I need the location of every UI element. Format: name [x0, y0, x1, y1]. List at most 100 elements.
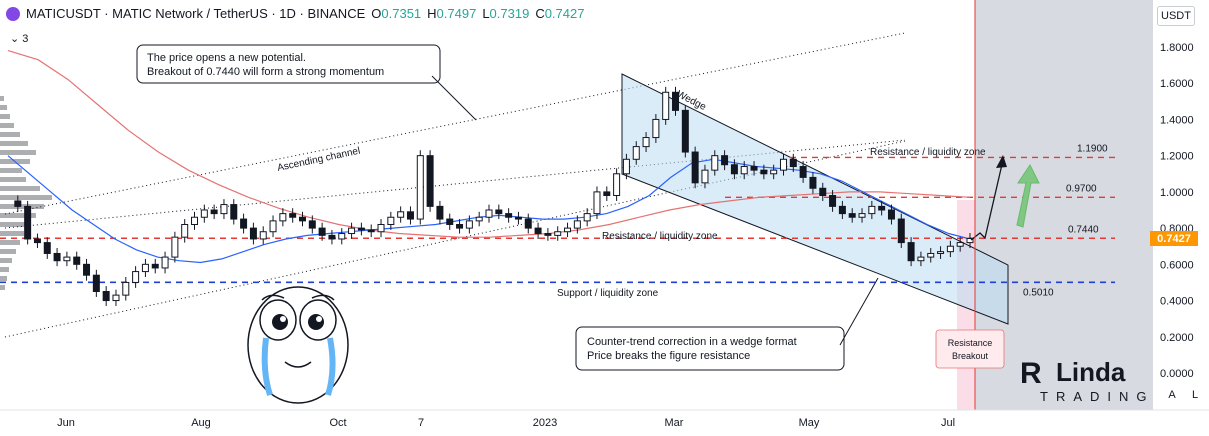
candle-down [328, 234, 336, 240]
callout-top-pointer [431, 75, 477, 121]
candle-down [514, 216, 522, 220]
candle-down [357, 227, 365, 231]
price-axis[interactable]: 1.80001.60001.40001.20001.00000.80000.60… [1160, 42, 1194, 380]
candle-up [711, 155, 719, 171]
price-tick-label: 1.6000 [1160, 78, 1194, 90]
candle-down [829, 195, 837, 207]
candle-up [269, 220, 277, 233]
candle-up [122, 281, 130, 296]
projection-arrowhead [996, 155, 1007, 168]
price-tick-label: 1.4000 [1160, 114, 1194, 126]
green-up-arrow [1016, 164, 1040, 228]
candle-up [416, 155, 424, 220]
price-tick-label: 1.0000 [1160, 187, 1194, 199]
time-tick-label: May [799, 417, 820, 429]
resistance-zone-upper-label: Resistance / liquidity zone [870, 147, 986, 158]
price-axis-background [1153, 0, 1209, 436]
callout-bottom-box [575, 326, 845, 371]
volume-profile-bar [0, 168, 22, 173]
candle-down [887, 209, 895, 220]
candle-down [897, 218, 905, 244]
currency-button[interactable]: USDT [1157, 6, 1195, 26]
candle-up [701, 169, 709, 184]
candle-down [907, 242, 915, 262]
candle-up [465, 220, 473, 229]
ohlc-close: C0.7427 [535, 6, 585, 21]
resistance-breakout-line2: Breakout [952, 351, 989, 361]
volume-profile-bar [0, 222, 30, 227]
level-label: 1.1900 [1077, 143, 1108, 154]
candle-down [789, 158, 797, 168]
time-axis[interactable]: Jun Aug Oct 7 2023 Mar May Jul [57, 417, 955, 429]
volume-profile-bar [0, 231, 24, 236]
candle-up [917, 256, 925, 262]
candle-down [495, 209, 503, 215]
candle-down [730, 164, 738, 175]
candle-down [672, 91, 680, 111]
candle-down [102, 291, 110, 302]
resistance-breakout-line1: Resistance [948, 338, 993, 348]
candle-up [956, 242, 964, 247]
time-tick-label: Mar [665, 417, 684, 429]
candle-up [622, 158, 630, 175]
volume-profile-bar [0, 96, 4, 101]
volume-profile-bar [0, 240, 20, 245]
callout-bottom-line1: Counter-trend correction in a wedge form… [587, 336, 797, 348]
volume-profile [0, 96, 52, 290]
candle-down [33, 238, 41, 244]
volume-profile-bar [0, 195, 52, 200]
price-tick-label: 0.6000 [1160, 259, 1194, 271]
candle-up [937, 251, 945, 254]
candle-down [230, 204, 238, 220]
candle-up [112, 294, 120, 302]
volume-profile-bar [0, 123, 14, 128]
callout-bottom-pointer [839, 277, 879, 346]
candle-up [387, 216, 395, 225]
time-tick-label: Oct [329, 417, 346, 429]
candle-down [809, 176, 817, 189]
candle-up [141, 263, 149, 273]
ohlc-low: L0.7319 [482, 6, 530, 21]
candle-up [554, 231, 562, 236]
candle-up [946, 245, 954, 253]
candle-down [24, 205, 32, 240]
watermark-word1: Linda [1056, 357, 1126, 387]
candle-down [43, 242, 51, 254]
candle-up [927, 252, 935, 258]
candle-down [691, 151, 699, 184]
volume-profile-bar [0, 204, 44, 209]
indicators-toggle[interactable]: ⌄ 3 [10, 33, 29, 45]
candle-up [662, 91, 670, 120]
log-scale-button[interactable]: L [1191, 389, 1199, 401]
candle-down [298, 216, 306, 222]
candle-down [819, 187, 827, 197]
candle-down [446, 218, 454, 225]
ma-red-line [7, 50, 971, 238]
candle-up [652, 118, 660, 139]
candle-up [966, 237, 974, 244]
candle-up [191, 216, 199, 225]
candle-up [63, 256, 71, 262]
candle-up [171, 236, 179, 258]
candle-up [132, 271, 140, 283]
candle-down [534, 227, 542, 235]
candle-down [240, 218, 248, 229]
candle-up [779, 158, 787, 171]
candle-down [603, 191, 611, 197]
candle-up [770, 169, 778, 175]
symbol-title[interactable]: MATICUSDT · MATIC Network / TetherUS · 1… [26, 6, 366, 21]
candle-down [750, 166, 758, 171]
candle-down [83, 263, 91, 276]
candle-up [573, 220, 581, 229]
price-tick-label: 1.2000 [1160, 151, 1194, 163]
volume-profile-bar [0, 114, 10, 119]
auto-scale-button[interactable]: A [1168, 389, 1176, 401]
volume-profile-bar [0, 249, 16, 254]
ohlc-open: O0.7351 [371, 6, 422, 21]
svg-text:R: R [1020, 357, 1042, 390]
candle-up [613, 173, 621, 197]
candle-down [406, 211, 414, 220]
callout-top-line2: Breakout of 0.7440 will form a strong mo… [147, 66, 384, 78]
